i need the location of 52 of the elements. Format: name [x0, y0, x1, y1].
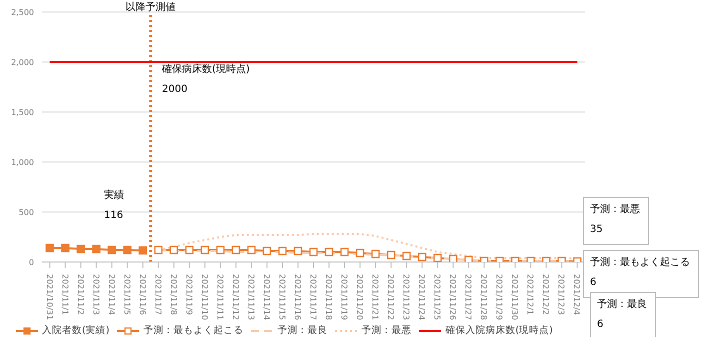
x-tick-label: 2021/11/9 — [184, 274, 194, 316]
x-tick-label: 2021/11/3 — [91, 274, 100, 316]
y-tick-label: 2,000 — [11, 58, 34, 67]
x-tick-label: 2021/11/11 — [215, 274, 224, 320]
x-tick-label: 2021/11/28 — [479, 274, 488, 320]
x-tick-label: 2021/11/27 — [464, 274, 473, 320]
x-tick-label: 2021/11/12 — [230, 274, 240, 320]
y-tick-label: 1,000 — [11, 158, 34, 167]
x-tick-label: 2021/11/24 — [417, 274, 426, 320]
legend-label: 予測：最悪 — [361, 324, 412, 337]
x-tick-label: 2021/11/20 — [355, 274, 364, 320]
x-tick-label: 2021/11/10 — [200, 274, 209, 320]
x-tick-label: 2021/11/15 — [277, 274, 286, 320]
x-tick-label: 2021/11/13 — [246, 274, 256, 320]
x-tick-label: 2021/11/7 — [153, 274, 162, 316]
x-tick-label: 2021/11/21 — [370, 274, 380, 320]
x-tick-label: 2021/10/31 — [44, 274, 54, 320]
text: 予測：最悪 35 — [583, 197, 649, 245]
y-tick-label: 1,500 — [11, 108, 34, 117]
y-tick-label: 0 — [28, 258, 34, 267]
x-tick-label: 2021/11/8 — [168, 274, 178, 316]
x-tick-label: 2021/11/30 — [510, 274, 520, 320]
x-tick-label: 2021/11/16 — [292, 274, 302, 320]
x-tick-label: 2021/11/29 — [494, 274, 504, 320]
x-tick-label: 2021/12/1 — [526, 274, 535, 316]
x-tick-label: 2021/11/5 — [122, 274, 132, 316]
x-tick-label: 2021/12/2 — [541, 274, 550, 316]
x-tick-label: 2021/11/14 — [262, 274, 271, 320]
y-tick-label: 2,500 — [11, 8, 34, 17]
x-tick-label: 2021/11/18 — [324, 274, 334, 320]
x-tick-label: 2021/11/2 — [76, 274, 85, 316]
legend-label: 確保入院病床数(現時点) — [445, 324, 553, 337]
x-tick-label: 2021/11/26 — [448, 274, 458, 320]
y-tick-label: 500 — [18, 208, 34, 217]
x-tick-label: 2021/11/6 — [138, 274, 147, 316]
x-tick-label: 2021/11/22 — [386, 274, 396, 320]
legend-label: 入院者数(実績) — [42, 324, 110, 337]
annotation: 確保病床数(現時点) 2000 — [162, 62, 250, 97]
x-tick-label: 2021/11/1 — [60, 274, 70, 316]
x-tick-label: 2021/11/25 — [432, 274, 442, 320]
x-tick-label: 2021/11/23 — [402, 274, 411, 320]
legend-label: 予測：最良 — [277, 324, 328, 337]
annotation: 実績 116 — [104, 188, 124, 223]
ref-line-label: 以降予測値 — [126, 1, 176, 13]
x-tick-label: 2021/11/19 — [340, 274, 349, 320]
x-tick-label: 2021/12/4 — [572, 274, 582, 316]
x-tick-label: 2021/11/4 — [106, 274, 116, 316]
text: 予測：最良 6 — [590, 292, 656, 337]
legend-label: 予測：最もよく起こる — [143, 324, 244, 337]
x-tick-label: 2021/11/17 — [308, 274, 318, 320]
text: 予測：最もよく起こる 6 — [583, 250, 699, 298]
x-tick-label: 2021/12/3 — [556, 274, 566, 316]
